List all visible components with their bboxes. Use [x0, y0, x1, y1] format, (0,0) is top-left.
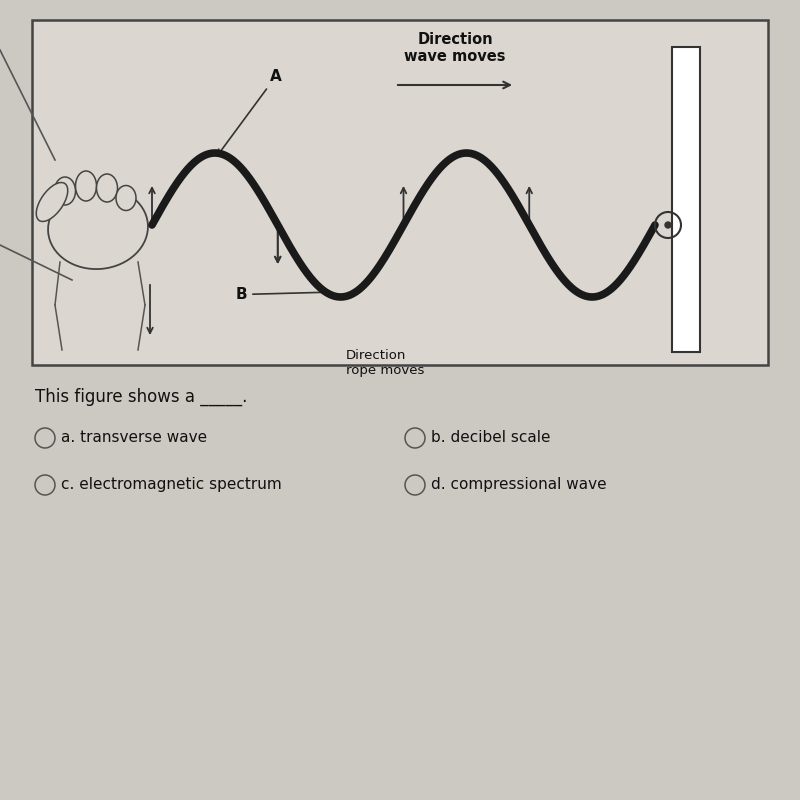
- Circle shape: [665, 222, 671, 228]
- Text: b. decibel scale: b. decibel scale: [431, 430, 550, 446]
- Ellipse shape: [75, 171, 97, 201]
- Ellipse shape: [116, 186, 136, 210]
- Text: a. transverse wave: a. transverse wave: [61, 430, 207, 446]
- Text: c. electromagnetic spectrum: c. electromagnetic spectrum: [61, 478, 282, 493]
- Text: d. compressional wave: d. compressional wave: [431, 478, 606, 493]
- Text: A: A: [218, 69, 282, 155]
- Text: B: B: [236, 287, 331, 302]
- Ellipse shape: [54, 177, 75, 205]
- Ellipse shape: [97, 174, 118, 202]
- Bar: [672, 47, 700, 352]
- Text: This figure shows a _____.: This figure shows a _____.: [35, 388, 247, 406]
- Bar: [32, 20, 768, 365]
- Text: Direction
rope moves: Direction rope moves: [346, 349, 424, 377]
- Ellipse shape: [36, 182, 68, 222]
- Ellipse shape: [48, 187, 148, 269]
- Text: Direction
wave moves: Direction wave moves: [404, 32, 506, 64]
